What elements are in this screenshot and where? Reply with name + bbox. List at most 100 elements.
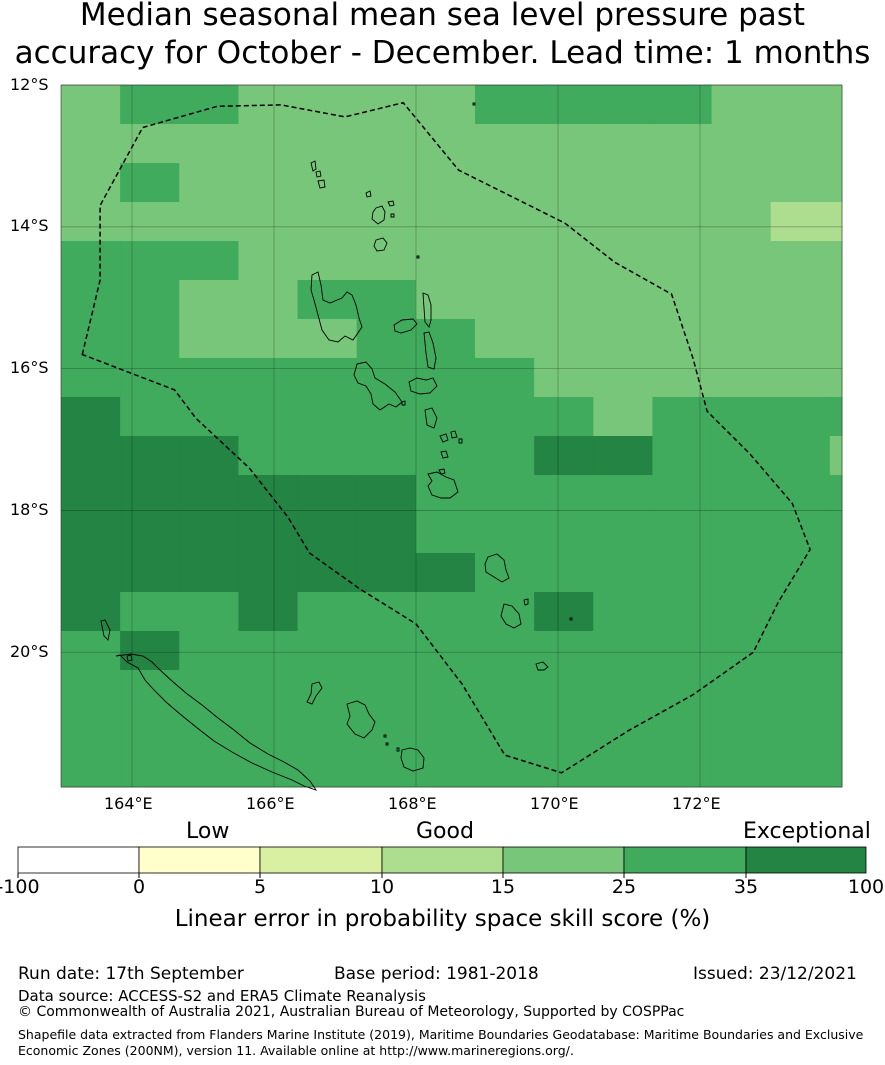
skill-cell [179, 319, 239, 359]
colorbar-segment [138, 846, 261, 874]
skill-cell [829, 709, 843, 749]
lat-tick-12s: 12°S [10, 75, 49, 94]
skill-cell [179, 514, 239, 554]
skill-cell [770, 85, 831, 125]
skill-cell [120, 397, 180, 437]
chart-title-line-2: accuracy for October - December. Lead ti… [14, 35, 871, 71]
copyright: © Commonwealth of Australia 2021, Austra… [18, 1004, 685, 1020]
skill-cell [475, 202, 535, 242]
skill-cell [770, 748, 831, 788]
skill-cell [356, 280, 417, 320]
skill-cell [238, 163, 299, 203]
skill-cell [534, 514, 594, 554]
skill-map [17, 84, 867, 878]
skill-cell [120, 748, 180, 788]
skill-cell [770, 319, 831, 359]
colorbar-segment [17, 846, 140, 874]
skill-cell [61, 85, 121, 125]
skill-cell [179, 592, 239, 632]
skill-cell [61, 748, 121, 788]
skill-cell [829, 436, 843, 476]
skill-cell [356, 436, 417, 476]
skill-cell [120, 124, 180, 164]
skill-cell [593, 202, 653, 242]
skill-cell [475, 163, 535, 203]
skill-cell [238, 436, 299, 476]
island-banks-2 [365, 190, 395, 225]
skill-cell [120, 202, 180, 242]
skill-cell [829, 592, 843, 632]
skill-cell [179, 241, 239, 281]
chart-title-line-1: Median seasonal mean sea level pressure … [79, 0, 806, 33]
island-pentecost [423, 331, 437, 370]
skill-cell [120, 475, 180, 515]
skill-cell [829, 319, 843, 359]
skill-cell [179, 631, 239, 671]
skill-cell [356, 631, 417, 671]
skill-cell [829, 631, 843, 671]
skill-cell [711, 748, 772, 788]
skill-cell [356, 748, 417, 788]
skill-cell [120, 280, 180, 320]
skill-cell [297, 397, 358, 437]
shapefile-credit-line-1: Shapefile data extracted from Flanders M… [18, 1027, 864, 1042]
skill-cell [711, 202, 772, 242]
skill-cell [120, 436, 180, 476]
colorbar-tick: 35 [733, 876, 759, 898]
skill-cell [711, 397, 772, 437]
island-belep [100, 619, 133, 662]
colorbar-segment [623, 846, 747, 874]
colorbar-tick: 15 [490, 876, 516, 898]
skill-cell [415, 124, 476, 164]
skill-cell [297, 124, 358, 164]
island-ambrym [408, 377, 438, 395]
skill-cell [297, 241, 358, 281]
colorbar-segment [381, 846, 504, 874]
lon-tick-164e: 164°E [104, 794, 153, 813]
skill-cell [770, 631, 831, 671]
skill-cell [61, 592, 121, 632]
skill-cell [238, 358, 299, 398]
skill-cell [711, 280, 772, 320]
skill-cell [179, 709, 239, 749]
skill-cell [593, 280, 653, 320]
skill-cell [356, 241, 417, 281]
skill-cell [120, 85, 180, 125]
skill-cell [356, 514, 417, 554]
skill-cell [356, 553, 417, 593]
skill-cell [829, 553, 843, 593]
skill-cell [238, 319, 299, 359]
skill-cell [534, 358, 594, 398]
skill-cell [829, 670, 843, 710]
skill-cell [120, 592, 180, 632]
skill-cell [356, 709, 417, 749]
island-small-2 [383, 734, 400, 752]
skill-cell [534, 592, 594, 632]
skill-cell [593, 436, 653, 476]
skill-cell [297, 163, 358, 203]
colorbar-tick: 25 [611, 876, 637, 898]
skill-cell [238, 592, 299, 632]
skill-cell [297, 709, 358, 749]
colorbar-category-low: Low [186, 819, 230, 844]
skill-cell [120, 241, 180, 281]
island-nguna [438, 450, 449, 475]
skill-cell [829, 514, 843, 554]
skill-cell [415, 436, 476, 476]
skill-cell [829, 202, 843, 242]
skill-cell [475, 709, 535, 749]
skill-cell [61, 241, 121, 281]
skill-cell [238, 670, 299, 710]
skill-cell [829, 124, 843, 164]
lat-tick-14s: 14°S [10, 216, 49, 235]
skill-cell [356, 670, 417, 710]
skill-cell [297, 280, 358, 320]
skill-cell [652, 358, 713, 398]
skill-cell [238, 553, 299, 593]
skill-cell [652, 475, 713, 515]
skill-cell [475, 514, 535, 554]
skill-cell [593, 631, 653, 671]
skill-cell [711, 631, 772, 671]
skill-grid [61, 85, 843, 788]
skill-cell [770, 475, 831, 515]
